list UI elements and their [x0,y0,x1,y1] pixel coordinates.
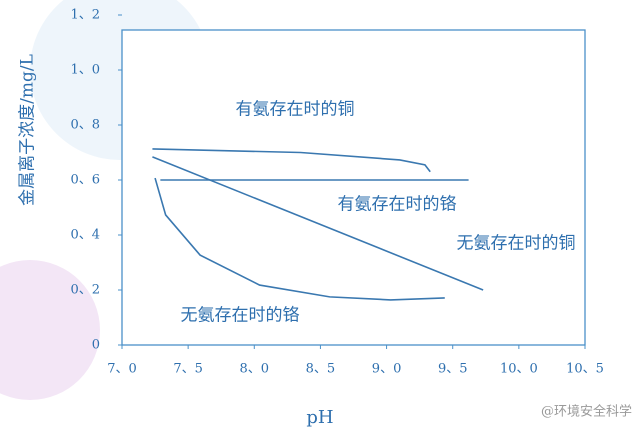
y-tick-label: 0、8 [70,118,100,133]
y-tick-label: 0 [92,338,100,353]
x-tick-label: 8、5 [306,362,336,377]
y-axis-label: 金属离子浓度/mg/L [18,54,38,206]
x-tick-label: 7、5 [173,362,203,377]
decoration [0,260,100,400]
series-line [152,156,484,291]
x-tick-label: 9、0 [372,362,402,377]
series-label: 有氨存在时的铜 [236,100,355,120]
series-label: 无氨存在时的铬 [181,306,300,326]
series-label: 无氨存在时的铜 [457,234,576,254]
y-tick-label: 0、2 [70,283,100,298]
series-label: 有氨存在时的铬 [338,195,457,215]
series-line [154,177,445,301]
x-axis-label: pH [306,407,333,428]
x-tick-label: 10、5 [566,362,604,377]
y-tick-label: 1、2 [70,8,100,23]
x-tick-label: 10、0 [500,362,538,377]
series-line [152,148,431,173]
y-tick-label: 1、0 [70,63,100,78]
x-tick-label: 7、0 [107,362,137,377]
plot-frame [121,29,586,346]
watermark: @环境安全科学 [541,404,632,420]
x-tick-label: 8、0 [240,362,270,377]
x-tick-label: 9、5 [438,362,468,377]
y-tick-label: 0、6 [70,173,100,188]
y-tick-label: 0、4 [70,228,100,243]
